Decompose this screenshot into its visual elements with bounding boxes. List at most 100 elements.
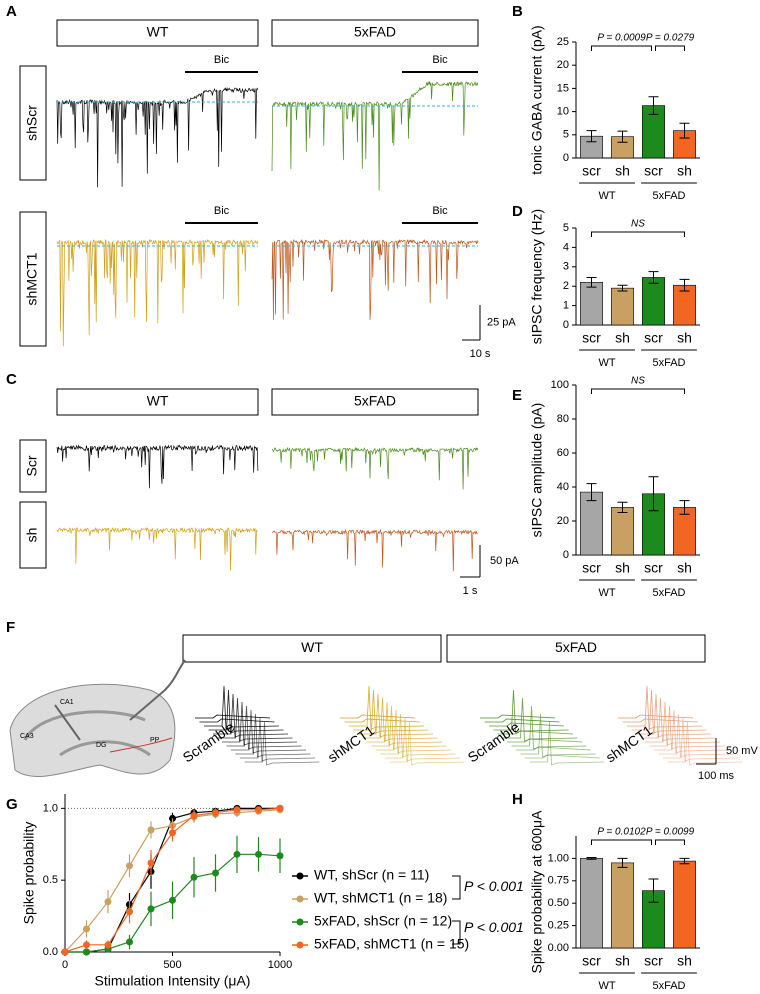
data-point (83, 925, 90, 933)
data-point (169, 829, 176, 837)
ap-sweep (658, 713, 734, 758)
legend-label: 5xFAD, shScr (n = 12) (314, 913, 452, 929)
scale-label: 50 mV (726, 745, 758, 757)
x-tick-label: sh (615, 953, 630, 969)
panel-label: H (512, 791, 523, 808)
panel-label: B (512, 3, 523, 20)
trace (271, 239, 479, 321)
ap-sweep (344, 718, 420, 723)
bracket (591, 45, 652, 51)
scale-label: 1 s (463, 585, 478, 597)
x-tick-label: sh (615, 330, 630, 346)
data-point (61, 948, 69, 956)
data-point (233, 806, 241, 814)
region-label: CA1 (60, 699, 74, 706)
data-point (83, 941, 90, 949)
ap-sweep (358, 693, 434, 738)
row-label: Scr (24, 455, 40, 476)
ap-sweep (349, 685, 425, 730)
region-label: CA3 (20, 733, 34, 740)
ap-sweep (371, 705, 447, 750)
error-bar (648, 878, 659, 903)
ap-sweep (516, 746, 592, 751)
y-tick-label: 20 (557, 59, 569, 71)
bracket (655, 45, 685, 51)
ap-sweep (208, 689, 284, 734)
y-tick-label: 1.00 (548, 852, 569, 864)
bracket (452, 875, 461, 900)
y-tick-label: 0.5 (43, 874, 58, 886)
ap-sweep (204, 685, 280, 730)
group-label: 5xFAD (652, 357, 685, 369)
ap-sweep (340, 714, 416, 719)
group-label: 5xFAD (652, 980, 685, 992)
drug-label: Bic (432, 205, 448, 217)
data-point (147, 859, 155, 867)
ap-sweep (640, 697, 716, 742)
ap-sweep (520, 713, 596, 758)
error-bar (679, 122, 690, 139)
data-point (255, 850, 262, 858)
ap-sweep (222, 701, 298, 746)
ap-sweep (645, 701, 721, 746)
error-bar (617, 501, 628, 513)
header-box (19, 501, 47, 569)
ap-sweep (529, 721, 605, 766)
trace (56, 444, 259, 489)
ap-sweep (525, 754, 601, 759)
error-bar (617, 857, 628, 868)
header-box (19, 439, 47, 493)
y-tick-label: 25 (557, 36, 569, 48)
error-bar (586, 276, 597, 288)
data-point (104, 941, 112, 949)
y-axis-label: tonic GABA current (pA) (529, 25, 545, 174)
condition-label: 5xFAD (555, 639, 597, 655)
y-tick-label: 0.75 (548, 875, 569, 887)
data-point (169, 896, 176, 904)
y-tick-label: 0.25 (548, 920, 569, 932)
y-tick-label: 0 (563, 319, 569, 331)
trace (271, 528, 478, 572)
x-tick-label: scr (644, 330, 663, 346)
y-axis-label: sIPSC frequency (Hz) (529, 209, 545, 344)
error-bar (586, 130, 597, 143)
y-tick-label: 2 (563, 280, 569, 292)
x-axis-label: Stimulation Intensity (μA) (95, 973, 251, 989)
x-tick-label: scr (582, 560, 601, 576)
y-tick-label: 60 (557, 447, 569, 459)
condition-label: WT (147, 393, 169, 409)
legend-label: 5xFAD, shMCT1 (n = 15) (314, 936, 469, 952)
annotation: NS (631, 376, 645, 387)
x-tick-label: 0 (62, 959, 68, 971)
header-box (56, 19, 259, 47)
bar (642, 277, 665, 326)
bracket (591, 388, 685, 394)
ap-sweep (631, 689, 707, 734)
ap-sweep (480, 714, 556, 719)
ap-sweep (199, 718, 275, 723)
data-point (190, 873, 198, 881)
ap-sweep (627, 685, 703, 730)
ap-sweep (654, 709, 730, 754)
group-label: WT (598, 357, 615, 369)
x-tick-label: 1000 (268, 959, 292, 971)
ap-sweep (244, 721, 320, 766)
data-point (276, 852, 284, 860)
header-box (182, 634, 442, 663)
ap-sweep (649, 705, 725, 750)
header-box (56, 388, 259, 416)
group-label: 5xFAD (652, 587, 685, 599)
y-tick-label: 20 (557, 515, 569, 527)
scale-label: 50 pA (490, 555, 519, 567)
bracket (655, 839, 685, 845)
bar (673, 860, 696, 949)
hippocampus (9, 683, 176, 777)
y-tick-label: 3 (563, 261, 569, 273)
x-tick-label: scr (644, 163, 663, 179)
data-point (212, 869, 219, 877)
ap-sweep (636, 693, 712, 738)
region-label: PP (150, 737, 160, 744)
panel-label: F (6, 619, 15, 636)
ap-sweep (226, 705, 302, 750)
